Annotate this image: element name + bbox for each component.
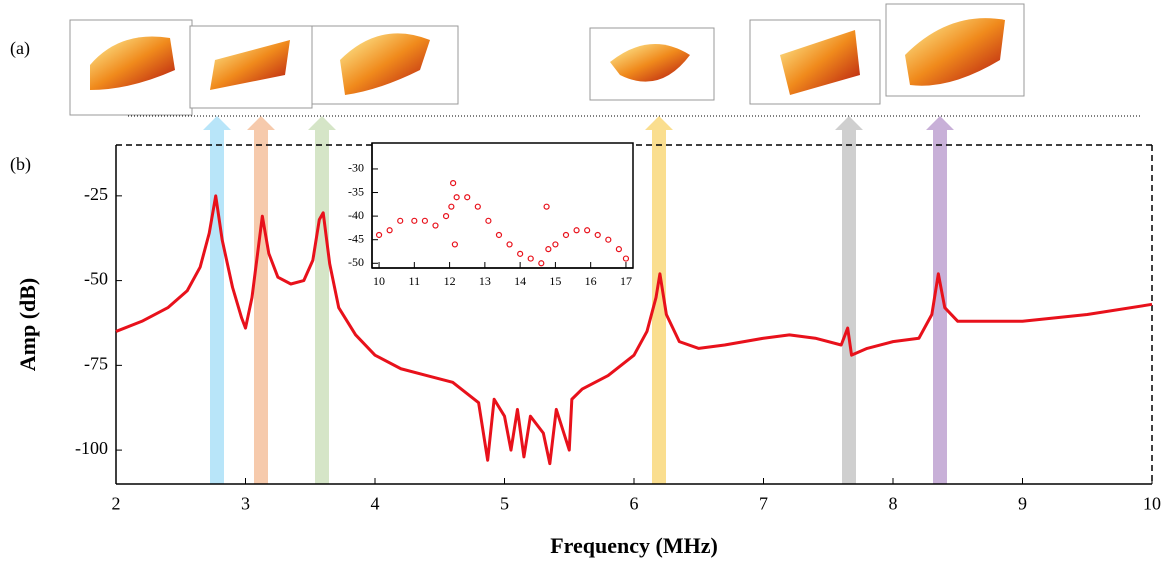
inset-chart: 10 11 12 13 14 15 16 17 -30 -35 -40 -45 -50 [348, 142, 634, 288]
x-tick-label: 17 [620, 274, 632, 288]
y-axis-label: Amp (dB) [15, 278, 40, 372]
y-tick-label: -50 [84, 269, 108, 289]
mode-images [69, 3, 1025, 116]
data-point [615, 246, 622, 253]
x-tick-label: 12 [444, 274, 456, 288]
data-point [451, 241, 458, 248]
x-tick-label: 2 [112, 494, 121, 514]
panel-label: (a) [10, 38, 30, 59]
data-point [545, 246, 552, 253]
data-point [474, 203, 481, 210]
data-point [584, 227, 591, 234]
data-point [432, 222, 439, 229]
y-tick-label: -50 [348, 255, 364, 269]
data-point [573, 227, 580, 234]
x-tick-label: 10 [1143, 494, 1161, 514]
y-tick-label: -100 [75, 438, 108, 458]
x-tick-label: 9 [1018, 494, 1027, 514]
data-point [562, 231, 570, 239]
x-tick-label: 5 [500, 494, 509, 514]
x-tick-label: 10 [373, 274, 385, 288]
data-point [397, 217, 404, 224]
x-tick-label: 3 [241, 494, 250, 514]
y-tick-label: -30 [348, 161, 364, 175]
y-tick-label: -40 [348, 208, 364, 222]
mode-arrows [203, 116, 954, 484]
main-chart: 2 3 4 5 6 7 8 9 10 -25 -50 -75 -100 Frequency (MHz) Am… [15, 144, 1161, 558]
data-point [594, 231, 601, 239]
x-tick-label: 8 [889, 494, 898, 514]
x-tick-label: 14 [514, 274, 526, 288]
x-tick-label: 11 [409, 274, 421, 288]
data-point [442, 213, 450, 220]
y-tick-label: -25 [84, 184, 108, 204]
x-axis-label: Frequency (MHz) [550, 533, 718, 558]
y-tick-label: -75 [84, 353, 108, 373]
data-point [543, 203, 550, 210]
data-point [453, 194, 460, 201]
x-tick-label: 15 [549, 274, 561, 288]
data-point [464, 194, 471, 201]
data-point [622, 255, 630, 262]
data-line [115, 194, 1153, 466]
data-point [386, 227, 393, 234]
data-point [411, 217, 418, 224]
x-tick-label: 16 [585, 274, 597, 288]
x-tick-label: 7 [759, 494, 768, 514]
data-point [375, 231, 383, 239]
data-point [421, 217, 429, 224]
y-tick-label: -35 [348, 184, 364, 198]
y-tick-label: -45 [348, 231, 364, 245]
data-point [552, 241, 559, 248]
panel-label: (b) [10, 154, 31, 175]
data-point [527, 255, 534, 262]
data-point [495, 231, 503, 239]
data-point [485, 217, 492, 224]
inset-frame [371, 142, 634, 269]
x-tick-label: 13 [479, 274, 491, 288]
data-point [538, 260, 545, 267]
data-point [517, 250, 524, 257]
data-point [605, 236, 612, 243]
data-point [450, 179, 457, 187]
x-tick-label: 6 [630, 494, 639, 514]
data-point [448, 203, 455, 210]
data-point [506, 241, 513, 248]
x-tick-label: 4 [371, 494, 380, 514]
